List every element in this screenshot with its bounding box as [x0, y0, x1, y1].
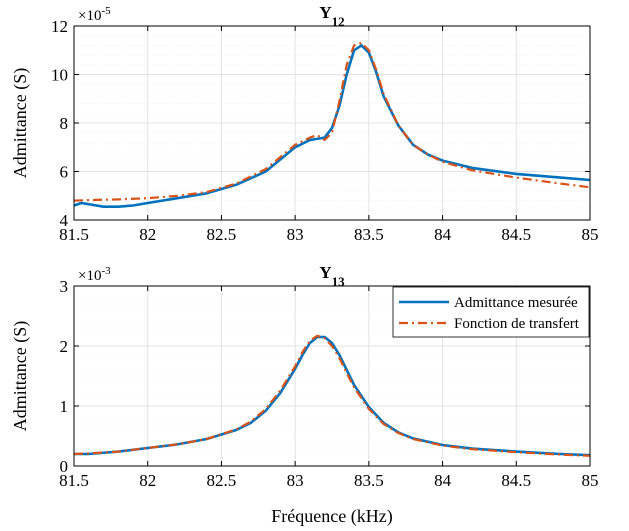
x-tick-label: 81.5: [59, 225, 89, 244]
legend-entry-transfer: Fonction de transfert: [454, 316, 580, 332]
x-tick-label: 84: [434, 225, 452, 244]
legend: Admittance mesurée Fonction de transfert: [392, 286, 590, 338]
y-tick-label: 3: [60, 277, 69, 296]
x-tick-label: 84.5: [501, 225, 531, 244]
y-tick-label: 2: [60, 337, 69, 356]
y-tick-label: 0: [60, 457, 69, 476]
x-tick-label: 82.5: [207, 225, 237, 244]
x-tick-label: 83: [287, 471, 304, 490]
panel-title-y12: Y12: [319, 3, 344, 29]
series-line-transfer: [73, 334, 591, 457]
x-axis-label: Fréquence (kHz): [271, 506, 392, 527]
y-tick-label: 1: [60, 397, 69, 416]
x-tick-label: 84: [434, 471, 452, 490]
series-layer-y12: [73, 41, 591, 208]
legend-entry-measured: Admittance mesurée: [454, 295, 578, 311]
x-tick-label: 83.5: [354, 225, 384, 244]
exponent-label-y13: ×10-3: [78, 265, 111, 284]
panel-y13: 81.5 82 82.5 83 83.5 84 84.5 85 0 1 2 3 ×10-3 Y13 A…: [10, 263, 599, 527]
x-tick-label: 85: [582, 225, 599, 244]
x-tick-label: 83: [287, 225, 304, 244]
x-tick-label: 83.5: [354, 471, 384, 490]
series-layer-y13: [73, 334, 591, 457]
y-tick-label: 8: [60, 114, 69, 133]
legend-box: [392, 286, 590, 338]
x-tick-label: 82.5: [207, 471, 237, 490]
panel-title-y13: Y13: [319, 263, 345, 289]
x-tick-label: 81.5: [59, 471, 89, 490]
axes-frame-y13: [73, 285, 591, 467]
series-line-measured: [73, 44, 591, 208]
exponent-label-y12: ×10-5: [78, 5, 111, 24]
y-tick-label: 6: [60, 163, 69, 182]
panel-y12: 81.5 82 82.5 83 83.5 84 84.5 85 4 6 8 10 12 ×10-5 Y1…: [10, 3, 599, 244]
x-tick-label: 82: [139, 225, 156, 244]
ticks-y12: 81.5 82 82.5 83 83.5 84 84.5 85 4 6 8 10 12: [51, 17, 599, 244]
series-line-transfer: [73, 41, 591, 202]
x-tick-label: 85: [582, 471, 599, 490]
x-tick-label: 82: [139, 471, 156, 490]
y-axis-label-y12: Admittance (S): [10, 68, 31, 178]
y-axis-label-y13: Admittance (S): [10, 321, 31, 431]
ticks-y13: 81.5 82 82.5 83 83.5 84 84.5 85 0 1 2 3: [59, 277, 598, 490]
y-tick-label: 4: [60, 211, 69, 230]
y-tick-label: 10: [51, 66, 68, 85]
x-tick-label: 84.5: [501, 471, 531, 490]
y-tick-label: 12: [51, 17, 68, 36]
